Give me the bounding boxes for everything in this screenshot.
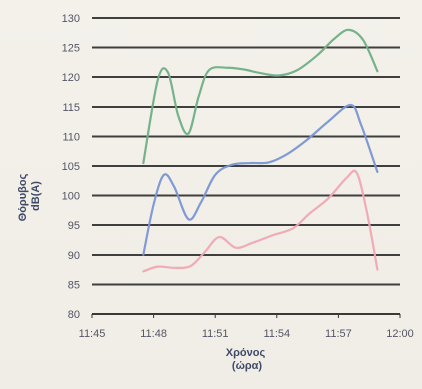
series-line-3 [142,169,379,273]
y-axis-title-line-1: Θόρυβος [17,173,29,221]
y-tick-label: 125 [62,43,80,55]
y-tick-label: 120 [62,72,80,84]
grid-layer [92,17,400,315]
x-tick-label: 11:54 [263,328,290,340]
y-tick-label: 115 [62,102,80,114]
series-layer [142,28,379,273]
label-layer: 80 85 90 95 100 105 110 115 120 125 130 11:45 11:48 1… [62,13,414,340]
y-tick-label: 80 [68,309,80,321]
x-tick-label: 11:57 [325,328,352,340]
y-tick-label: 130 [62,13,80,25]
x-tick-label: 11:45 [79,328,106,340]
y-tick-label: 110 [62,131,80,143]
x-axis-title: Χρόνος (ώρα) [226,347,268,372]
x-tick-label: 12:00 [386,328,414,340]
y-axis-title-line-2: dB(A) [30,181,42,211]
y-axis-title: Θόρυβος dB(A) [17,171,42,222]
y-tick-label: 95 [68,220,80,232]
y-tick-label: 85 [68,279,80,291]
series-line-1 [142,28,379,165]
x-axis-title-line-2: (ώρα) [232,360,263,372]
x-axis-title-line-1: Χρόνος [226,347,266,359]
x-tick-label: 11:51 [202,328,229,340]
y-tick-label: 105 [62,161,80,173]
x-tick-label: 11:48 [140,328,167,340]
y-tick-label: 100 [62,191,80,203]
y-tick-label: 90 [68,250,80,262]
series-line-2 [142,103,379,256]
